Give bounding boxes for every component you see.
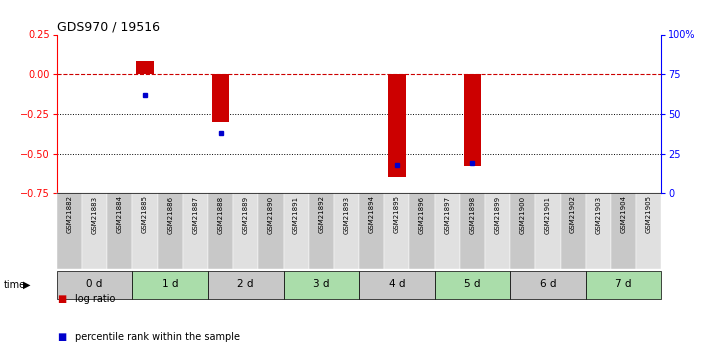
Bar [309,193,334,269]
Text: ▶: ▶ [23,280,31,289]
Text: GSM21902: GSM21902 [570,196,576,234]
Text: GSM21895: GSM21895 [394,196,400,234]
Text: 4 d: 4 d [389,279,405,289]
Bar [334,193,359,269]
Bar [208,193,233,269]
Text: 7 d: 7 d [615,279,631,289]
Bar [388,74,406,177]
Bar [510,193,535,269]
Text: GSM21890: GSM21890 [268,196,274,234]
Bar [434,193,460,269]
Text: GDS970 / 19516: GDS970 / 19516 [57,20,160,33]
Text: GSM21896: GSM21896 [419,196,425,234]
Bar [284,193,309,269]
Bar [384,193,410,269]
Text: log ratio: log ratio [75,294,115,304]
Bar [208,270,284,298]
Bar [183,193,208,269]
Bar [258,193,284,269]
Text: GSM21885: GSM21885 [142,196,148,234]
Bar [359,193,384,269]
Bar [137,61,154,74]
Bar [233,193,258,269]
Text: GSM21887: GSM21887 [193,196,198,234]
Text: GSM21899: GSM21899 [495,196,501,234]
Text: 0 d: 0 d [87,279,103,289]
Bar [485,193,510,269]
Text: GSM21897: GSM21897 [444,196,450,234]
Text: GSM21903: GSM21903 [595,196,602,234]
Bar [636,193,661,269]
Bar [560,193,586,269]
Text: ■: ■ [57,332,66,342]
Bar [57,270,132,298]
Text: GSM21889: GSM21889 [242,196,249,234]
Bar [158,193,183,269]
Bar [359,270,434,298]
Text: GSM21893: GSM21893 [343,196,350,234]
Text: time: time [4,280,26,289]
Text: GSM21886: GSM21886 [167,196,173,234]
Text: GSM21883: GSM21883 [92,196,97,234]
Bar [284,270,359,298]
Text: GSM21888: GSM21888 [218,196,223,234]
Text: GSM21894: GSM21894 [368,196,375,234]
Bar [212,74,230,122]
Bar [82,193,107,269]
Text: 1 d: 1 d [162,279,178,289]
Bar [132,270,208,298]
Bar [510,270,586,298]
Text: GSM21898: GSM21898 [469,196,476,234]
Bar [57,193,82,269]
Text: GSM21891: GSM21891 [293,196,299,234]
Bar [464,74,481,166]
Text: ■: ■ [57,294,66,304]
Bar [434,270,510,298]
Text: GSM21882: GSM21882 [66,196,73,234]
Bar [611,193,636,269]
Text: 6 d: 6 d [540,279,556,289]
Text: GSM21905: GSM21905 [646,196,652,234]
Text: 2 d: 2 d [237,279,254,289]
Text: 3 d: 3 d [313,279,329,289]
Bar [586,270,661,298]
Text: GSM21904: GSM21904 [621,196,626,234]
Bar [460,193,485,269]
Bar [586,193,611,269]
Text: GSM21901: GSM21901 [545,196,551,234]
Text: GSM21900: GSM21900 [520,196,525,234]
Bar [410,193,434,269]
Text: percentile rank within the sample: percentile rank within the sample [75,332,240,342]
Text: GSM21884: GSM21884 [117,196,123,234]
Bar [107,193,132,269]
Bar [132,193,158,269]
Text: GSM21892: GSM21892 [319,196,324,234]
Bar [535,193,560,269]
Text: 5 d: 5 d [464,279,481,289]
